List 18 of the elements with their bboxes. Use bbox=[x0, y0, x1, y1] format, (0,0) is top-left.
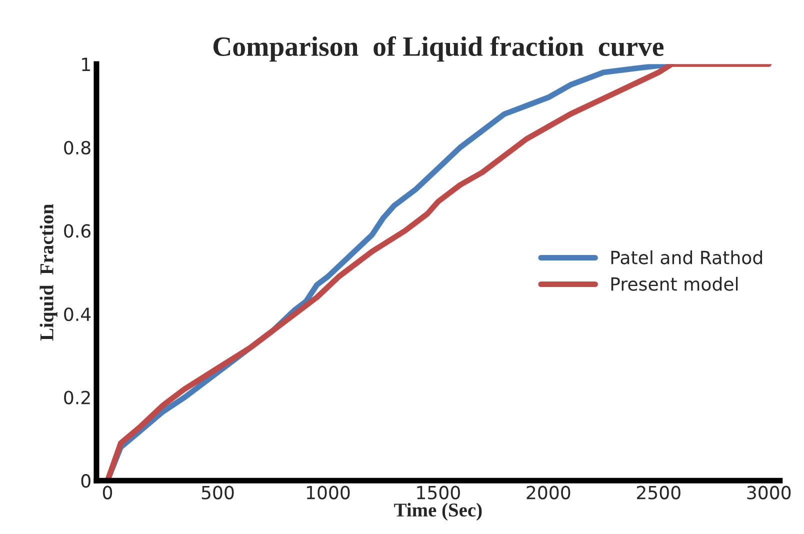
y-tick-label: 0.4 bbox=[64, 307, 91, 322]
x-tick-label: 1500 bbox=[417, 486, 460, 500]
legend-label: Patel and Rathod bbox=[611, 250, 762, 264]
y-tick-label: 0 bbox=[81, 474, 90, 488]
chart-title: Comparison of Liquid fraction curve bbox=[213, 36, 664, 62]
x-tick-label: 1000 bbox=[306, 486, 350, 500]
y-tick-label: 0.8 bbox=[64, 140, 90, 154]
y-tick-label: 0.2 bbox=[64, 390, 90, 404]
legend-label: Present model bbox=[611, 276, 738, 291]
x-tick-label: 500 bbox=[202, 486, 234, 500]
y-tick-label: 0.6 bbox=[64, 224, 90, 238]
x-tick-label: 2000 bbox=[526, 486, 570, 500]
x-tick-label: 3000 bbox=[747, 486, 791, 500]
x-tick-label: 0 bbox=[102, 486, 112, 500]
y-axis-title: Liquid Fraction bbox=[40, 204, 58, 341]
x-tick-label: 2500 bbox=[636, 486, 680, 500]
x-axis-title: Time (Sec) bbox=[394, 502, 482, 521]
y-tick-label: 1 bbox=[82, 58, 90, 71]
